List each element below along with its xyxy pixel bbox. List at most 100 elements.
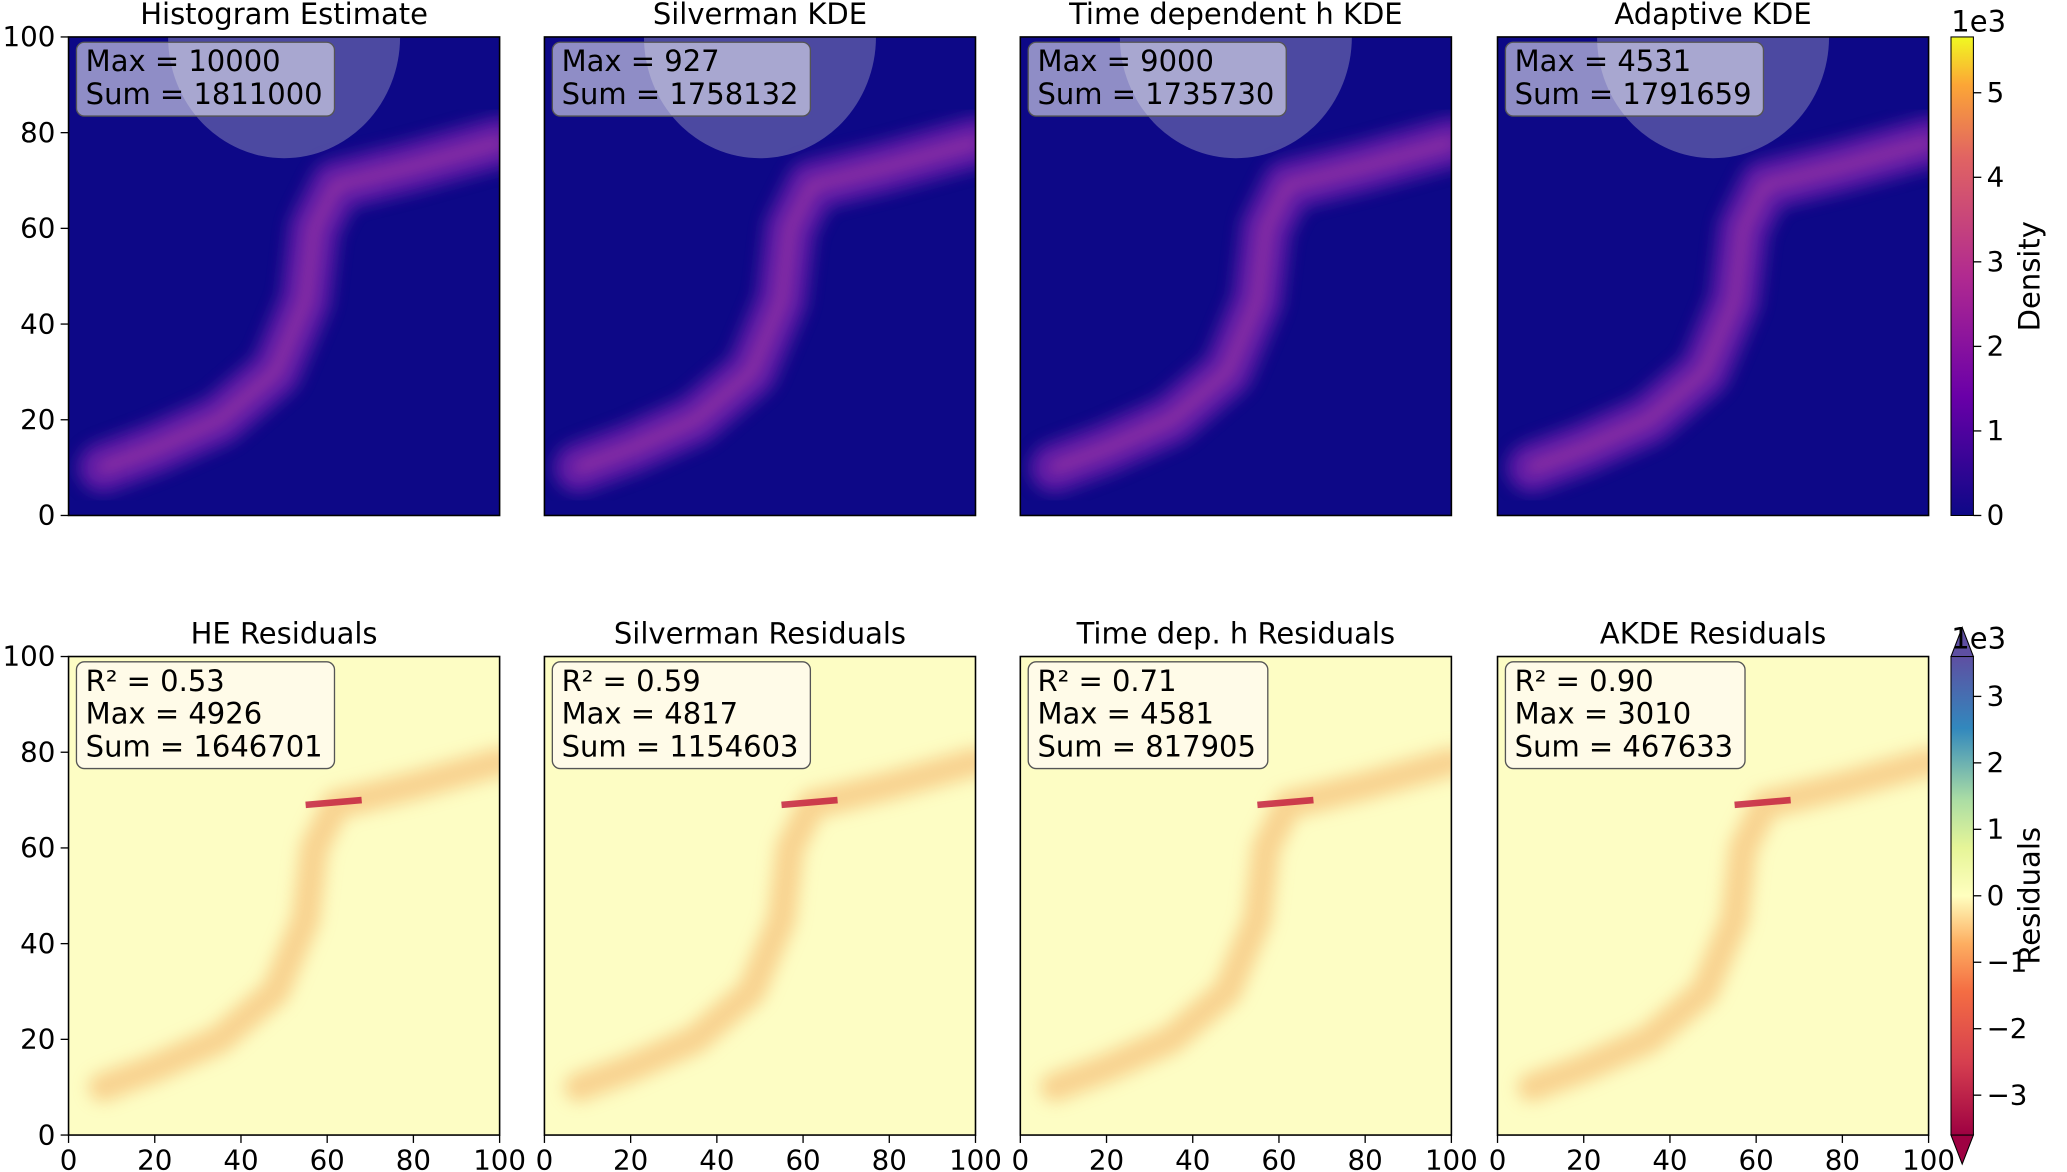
annotation-text: Sum = 1791659 — [1515, 77, 1752, 111]
x-tick-label: 100 — [949, 1143, 1002, 1172]
annotation-text: R² = 0.90 — [1515, 664, 1654, 698]
panel-title: Time dependent h KDE — [1068, 0, 1403, 31]
x-tick-label: 60 — [1261, 1143, 1296, 1172]
colorbar-tick-label: 4 — [1987, 161, 2005, 194]
panel-frame — [1496, 655, 1930, 1136]
colorbar-extend-bottom — [1950, 1134, 1975, 1166]
residual-band — [1040, 747, 1452, 1102]
x-tick-label: 100 — [1902, 1143, 1955, 1172]
colorbar — [1950, 655, 1974, 1136]
annotation-text: Max = 3010 — [1515, 697, 1692, 731]
annotation-box — [1504, 661, 1746, 770]
residual-band — [1517, 747, 1929, 1102]
y-tick-label: 80 — [20, 735, 55, 768]
colorbar-tick-label: 3 — [1987, 245, 2005, 278]
x-tick-label: 0 — [1489, 1143, 1507, 1172]
x-tick-label: 60 — [1739, 1143, 1774, 1172]
colorbar-label: Residuals — [2012, 827, 2046, 965]
x-tick-label: 40 — [699, 1143, 734, 1172]
x-tick-label: 0 — [536, 1143, 554, 1172]
annotation-text: Max = 927 — [562, 44, 720, 78]
residual-band — [88, 747, 500, 1102]
y-tick-label: 100 — [3, 640, 56, 673]
colorbar-tick-label: 2 — [1987, 330, 2005, 363]
colorbar-tick-label: 0 — [1987, 499, 2005, 532]
annotation-text: Sum = 1758132 — [562, 77, 799, 111]
colorbar-tick-label: 2 — [1987, 746, 2005, 779]
panel-title: Time dep. h Residuals — [1076, 616, 1395, 650]
x-tick-label: 0 — [60, 1143, 78, 1172]
y-tick-label: 0 — [38, 499, 56, 532]
colorbar-offset: 1e3 — [1951, 622, 2006, 656]
annotation-text: Max = 4581 — [1037, 697, 1214, 731]
x-tick-label: 40 — [1652, 1143, 1687, 1172]
density-core — [1049, 136, 1452, 473]
y-tick-label: 20 — [20, 1023, 55, 1056]
annotation-box — [1027, 661, 1269, 770]
panel-title: Histogram Estimate — [140, 0, 428, 31]
annotation-text: Sum = 1735730 — [1037, 77, 1274, 111]
annotation-text: Sum = 817905 — [1037, 730, 1255, 764]
x-tick-label: 100 — [473, 1143, 526, 1172]
colorbar-offset: 1e3 — [1951, 5, 2006, 39]
annotation-box — [551, 661, 812, 770]
colorbar-tick-label: 3 — [1987, 680, 2005, 713]
annotation-box — [551, 41, 812, 117]
x-tick-label: 20 — [1089, 1143, 1124, 1172]
panel-frame — [543, 655, 977, 1136]
annotation-text: Max = 4531 — [1515, 44, 1692, 78]
colorbar-tick-label: 1 — [1987, 414, 2005, 447]
annotation-text: Sum = 467633 — [1515, 730, 1733, 764]
colorbar-label: Density — [2012, 221, 2046, 331]
colorbar-tick-label: 5 — [1987, 76, 2005, 109]
panel-title: Silverman KDE — [653, 0, 867, 31]
x-tick-label: 80 — [1825, 1143, 1860, 1172]
residual-core — [1257, 796, 1314, 809]
y-tick-label: 60 — [20, 831, 55, 864]
annotation-text: Max = 9000 — [1037, 44, 1214, 78]
panel-title: HE Residuals — [191, 616, 378, 650]
x-tick-label: 40 — [1175, 1143, 1210, 1172]
panel-frame — [1019, 36, 1453, 517]
annotation-box — [1504, 41, 1765, 117]
x-tick-label: 0 — [1012, 1143, 1030, 1172]
x-tick-label: 80 — [396, 1143, 431, 1172]
y-tick-label: 40 — [20, 307, 55, 340]
y-tick-label: 100 — [3, 20, 56, 53]
annotation-text: Max = 4926 — [86, 697, 263, 731]
density-core — [97, 136, 500, 473]
annotation-text: Max = 10000 — [86, 44, 281, 78]
density-core — [1526, 136, 1929, 473]
panel-frame — [1019, 655, 1453, 1136]
colorbar-tick-label: −1 — [1987, 945, 2028, 978]
panel-title: AKDE Residuals — [1600, 616, 1826, 650]
colorbar-tick-label: −3 — [1987, 1078, 2028, 1111]
annotation-text: Sum = 1646701 — [86, 730, 323, 764]
annotation-text: R² = 0.71 — [1037, 664, 1176, 698]
y-tick-label: 0 — [38, 1118, 56, 1151]
colorbar-tick-label: −2 — [1987, 1012, 2028, 1045]
residual-core — [781, 796, 838, 809]
x-tick-label: 20 — [1566, 1143, 1601, 1172]
panel-title: Adaptive KDE — [1614, 0, 1811, 31]
x-tick-label: 100 — [1425, 1143, 1478, 1172]
annotation-text: Sum = 1811000 — [86, 77, 323, 111]
density-core — [573, 136, 976, 473]
y-tick-label: 40 — [20, 927, 55, 960]
residual-core — [305, 796, 362, 809]
colorbar-tick-label: 1 — [1987, 813, 2005, 846]
x-tick-label: 60 — [310, 1143, 345, 1172]
annotation-text: Max = 4817 — [562, 697, 739, 731]
panel-title: Silverman Residuals — [614, 616, 906, 650]
y-tick-label: 20 — [20, 403, 55, 436]
colorbar — [1950, 36, 1974, 517]
x-tick-label: 20 — [613, 1143, 648, 1172]
colorbar-extend-top — [1950, 626, 1975, 658]
annotation-box — [75, 41, 336, 117]
annotation-box — [1027, 41, 1287, 117]
annotation-text: R² = 0.59 — [562, 664, 701, 698]
x-tick-label: 60 — [785, 1143, 820, 1172]
panel-frame — [67, 36, 501, 517]
